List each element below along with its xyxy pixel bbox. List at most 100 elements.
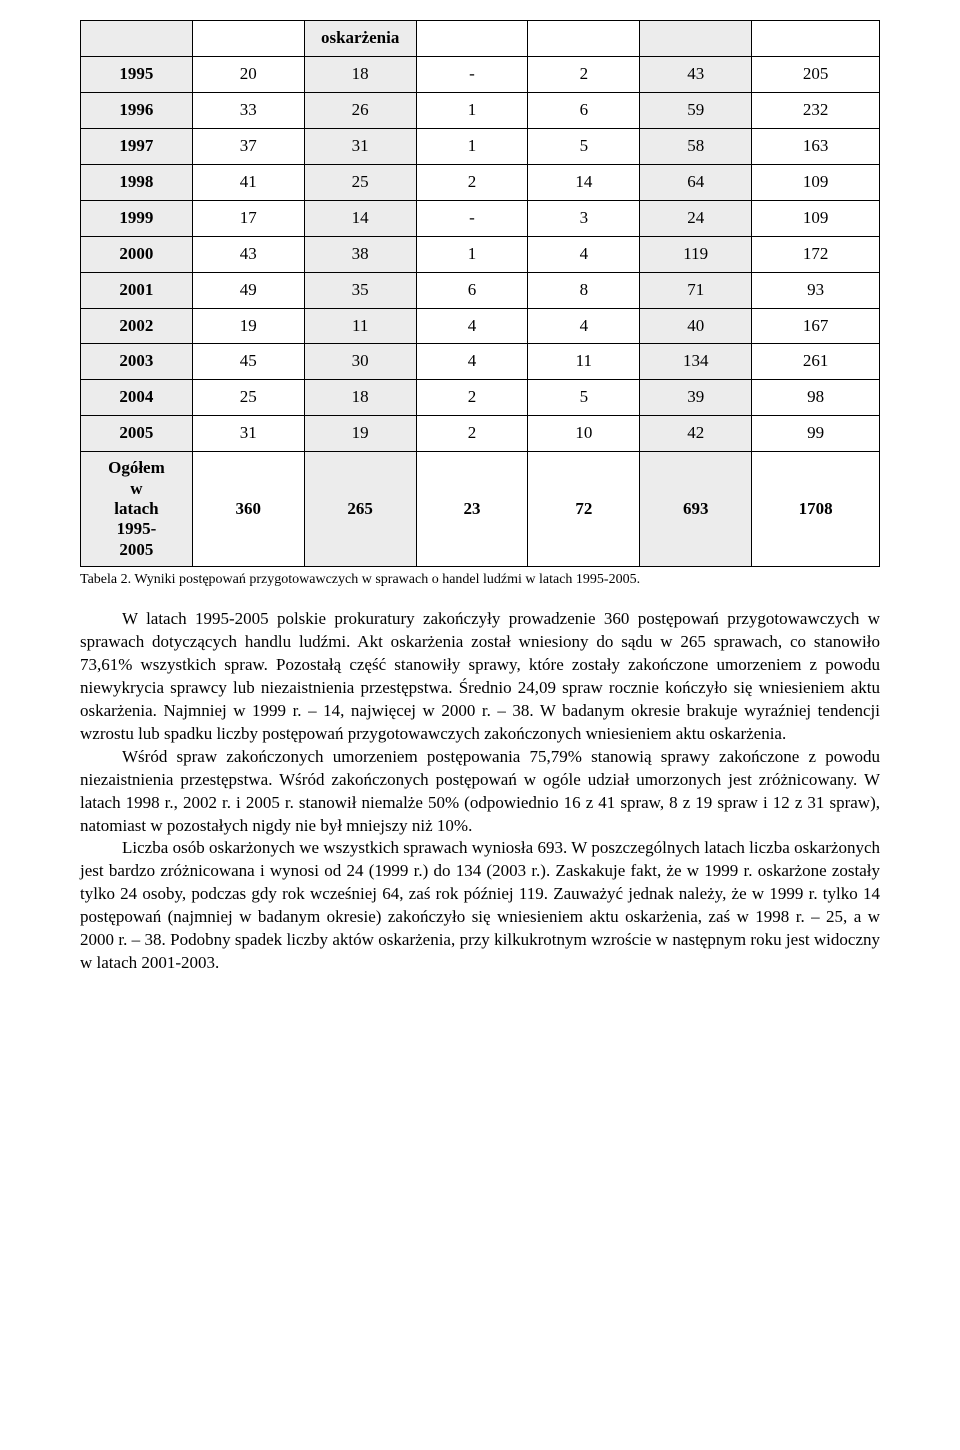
row-2005-col-6: 99 xyxy=(752,416,880,452)
row-2004-col-2: 18 xyxy=(304,380,416,416)
row-2003-col-4: 11 xyxy=(528,344,640,380)
table-row: 19991714-324109 xyxy=(81,200,880,236)
paragraph-3: Liczba osób oskarżonych we wszystkich sp… xyxy=(80,837,880,975)
results-table: oskarżenia19952018-243205199633261659232… xyxy=(80,20,880,567)
header-row-col-1 xyxy=(192,21,304,57)
row-2000-col-0: 2000 xyxy=(81,236,193,272)
row-1996-col-4: 6 xyxy=(528,92,640,128)
row-1995-col-1: 20 xyxy=(192,56,304,92)
row-1997-col-0: 1997 xyxy=(81,128,193,164)
total-col-3: 23 xyxy=(416,452,528,567)
row-1998-col-1: 41 xyxy=(192,164,304,200)
row-2002-col-2: 11 xyxy=(304,308,416,344)
row-1997-col-1: 37 xyxy=(192,128,304,164)
row-1996-col-1: 33 xyxy=(192,92,304,128)
header-row-col-6 xyxy=(752,21,880,57)
total-col-5: 693 xyxy=(640,452,752,567)
row-1995-col-0: 1995 xyxy=(81,56,193,92)
table-row: 1998412521464109 xyxy=(81,164,880,200)
row-2002-col-1: 19 xyxy=(192,308,304,344)
row-2004-col-5: 39 xyxy=(640,380,752,416)
table-row: 200531192104299 xyxy=(81,416,880,452)
row-2005-col-1: 31 xyxy=(192,416,304,452)
row-2003-col-5: 134 xyxy=(640,344,752,380)
row-2005-col-2: 19 xyxy=(304,416,416,452)
row-1999-col-2: 14 xyxy=(304,200,416,236)
table-row: 20014935687193 xyxy=(81,272,880,308)
total-col-2: 265 xyxy=(304,452,416,567)
row-2004-col-0: 2004 xyxy=(81,380,193,416)
row-1999-col-0: 1999 xyxy=(81,200,193,236)
paragraph-2: Wśród spraw zakończonych umorzeniem post… xyxy=(80,746,880,838)
table-row: 200219114440167 xyxy=(81,308,880,344)
row-1997-col-3: 1 xyxy=(416,128,528,164)
row-1995-col-3: - xyxy=(416,56,528,92)
row-2003-col-3: 4 xyxy=(416,344,528,380)
table-caption: Tabela 2. Wyniki postępowań przygotowawc… xyxy=(80,571,880,590)
row-2004-col-3: 2 xyxy=(416,380,528,416)
row-1998-col-3: 2 xyxy=(416,164,528,200)
row-1998-col-5: 64 xyxy=(640,164,752,200)
row-2002-col-0: 2002 xyxy=(81,308,193,344)
row-1996-col-3: 1 xyxy=(416,92,528,128)
total-col-6: 1708 xyxy=(752,452,880,567)
row-1999-col-6: 109 xyxy=(752,200,880,236)
table-row: 19952018-243205 xyxy=(81,56,880,92)
table-row: 199737311558163 xyxy=(81,128,880,164)
row-2002-col-4: 4 xyxy=(528,308,640,344)
row-2000-col-4: 4 xyxy=(528,236,640,272)
row-1996-col-0: 1996 xyxy=(81,92,193,128)
row-1997-col-2: 31 xyxy=(304,128,416,164)
row-2005-col-4: 10 xyxy=(528,416,640,452)
row-1998-col-6: 109 xyxy=(752,164,880,200)
row-2004-col-4: 5 xyxy=(528,380,640,416)
row-1996-col-2: 26 xyxy=(304,92,416,128)
row-2001-col-6: 93 xyxy=(752,272,880,308)
table-row: 2000433814119172 xyxy=(81,236,880,272)
row-1997-col-4: 5 xyxy=(528,128,640,164)
row-2003-col-2: 30 xyxy=(304,344,416,380)
table-total-row: Ogółem w latach 1995- 200536026523726931… xyxy=(81,452,880,567)
row-2005-col-0: 2005 xyxy=(81,416,193,452)
row-2000-col-3: 1 xyxy=(416,236,528,272)
row-2000-col-1: 43 xyxy=(192,236,304,272)
header-row-col-0 xyxy=(81,21,193,57)
row-2001-col-0: 2001 xyxy=(81,272,193,308)
table-row: 20034530411134261 xyxy=(81,344,880,380)
row-2002-col-5: 40 xyxy=(640,308,752,344)
row-1996-col-6: 232 xyxy=(752,92,880,128)
row-1995-col-4: 2 xyxy=(528,56,640,92)
row-2000-col-5: 119 xyxy=(640,236,752,272)
row-2004-col-6: 98 xyxy=(752,380,880,416)
total-col-1: 360 xyxy=(192,452,304,567)
total-col-4: 72 xyxy=(528,452,640,567)
row-1997-col-5: 58 xyxy=(640,128,752,164)
table-row: 20042518253998 xyxy=(81,380,880,416)
row-1995-col-6: 205 xyxy=(752,56,880,92)
row-2003-col-0: 2003 xyxy=(81,344,193,380)
row-2004-col-1: 25 xyxy=(192,380,304,416)
header-row-col-3 xyxy=(416,21,528,57)
row-2000-col-2: 38 xyxy=(304,236,416,272)
row-1999-col-1: 17 xyxy=(192,200,304,236)
header-row-col-2: oskarżenia xyxy=(304,21,416,57)
row-1996-col-5: 59 xyxy=(640,92,752,128)
row-2000-col-6: 172 xyxy=(752,236,880,272)
row-1998-col-0: 1998 xyxy=(81,164,193,200)
row-1997-col-6: 163 xyxy=(752,128,880,164)
row-2001-col-3: 6 xyxy=(416,272,528,308)
row-1999-col-4: 3 xyxy=(528,200,640,236)
row-2005-col-3: 2 xyxy=(416,416,528,452)
row-1995-col-2: 18 xyxy=(304,56,416,92)
total-col-0: Ogółem w latach 1995- 2005 xyxy=(81,452,193,567)
row-2005-col-5: 42 xyxy=(640,416,752,452)
row-1998-col-2: 25 xyxy=(304,164,416,200)
paragraph-1: W latach 1995-2005 polskie prokuratury z… xyxy=(80,608,880,746)
row-1999-col-5: 24 xyxy=(640,200,752,236)
row-1999-col-3: - xyxy=(416,200,528,236)
row-2001-col-4: 8 xyxy=(528,272,640,308)
table-row: 199633261659232 xyxy=(81,92,880,128)
row-2001-col-2: 35 xyxy=(304,272,416,308)
row-2003-col-1: 45 xyxy=(192,344,304,380)
row-1995-col-5: 43 xyxy=(640,56,752,92)
